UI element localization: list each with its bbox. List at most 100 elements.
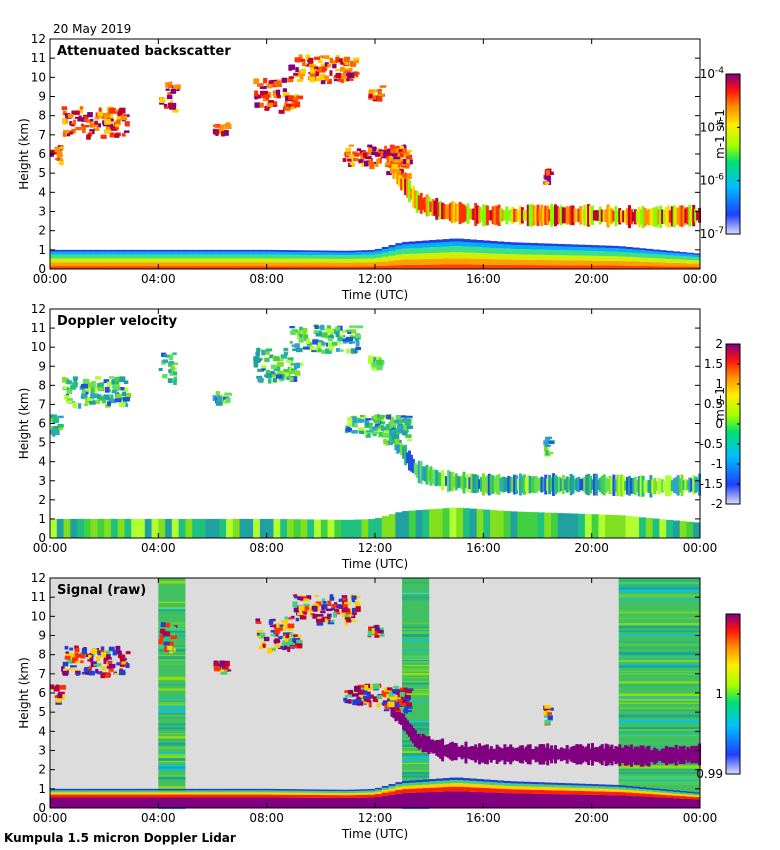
cloud-cell bbox=[159, 634, 164, 639]
boundary-layer-cell bbox=[273, 519, 281, 538]
cloud-layer-cell bbox=[583, 747, 587, 761]
boundary-layer-cell bbox=[286, 519, 295, 538]
boundary-layer-cell bbox=[652, 254, 660, 259]
boundary-layer-cell bbox=[375, 265, 383, 269]
y-tick-label: 1 bbox=[38, 512, 46, 526]
cloud-cell bbox=[373, 630, 377, 635]
cloud-cell bbox=[299, 74, 304, 80]
cloud-cell bbox=[62, 110, 67, 116]
boundary-layer-cell bbox=[632, 249, 640, 253]
boundary-layer-cell bbox=[571, 790, 579, 795]
cloud-layer-cell bbox=[400, 443, 404, 456]
cloud-cell bbox=[225, 669, 232, 672]
boundary-layer-cell bbox=[632, 257, 640, 262]
cloud-cell bbox=[50, 414, 58, 419]
boundary-layer-cell bbox=[212, 788, 220, 791]
cloud-layer-cell bbox=[561, 475, 565, 495]
boundary-layer-cell bbox=[442, 246, 450, 253]
cloud-cell bbox=[396, 699, 403, 705]
cloud-layer-cell bbox=[674, 207, 678, 226]
cloud-layer-cell bbox=[444, 744, 448, 757]
noise-streak bbox=[618, 658, 700, 660]
cloud-cell bbox=[344, 690, 349, 693]
cloud-cell bbox=[118, 654, 126, 659]
cloud-layer-cell bbox=[546, 743, 550, 766]
noise-streak bbox=[158, 601, 186, 604]
cloud-layer-cell bbox=[655, 749, 659, 763]
cloud-layer-cell bbox=[470, 473, 474, 494]
boundary-layer-cell bbox=[293, 794, 302, 798]
cloud-cell bbox=[390, 430, 396, 436]
cloud-cell bbox=[390, 158, 397, 162]
boundary-layer-cell bbox=[456, 791, 464, 808]
cloud-layer-cell bbox=[631, 749, 635, 763]
noise-streak bbox=[158, 738, 186, 741]
boundary-layer-cell bbox=[679, 252, 687, 254]
boundary-layer-cell bbox=[158, 254, 166, 259]
boundary-layer-cell bbox=[449, 791, 457, 808]
cloud-layer-cell bbox=[544, 747, 548, 761]
cloud-cell bbox=[383, 430, 390, 434]
cloud-cell bbox=[329, 596, 335, 601]
cloud-cell bbox=[275, 83, 282, 88]
cloud-cell bbox=[391, 153, 398, 157]
cloud-cell bbox=[66, 388, 73, 394]
cloud-cell bbox=[111, 391, 117, 394]
cloud-cell bbox=[85, 387, 91, 392]
y-tick-label: 5 bbox=[38, 705, 46, 719]
noise-streak bbox=[618, 630, 700, 633]
cloud-layer-cell bbox=[612, 474, 616, 497]
cloud-cell bbox=[283, 350, 289, 354]
boundary-layer-cell bbox=[564, 244, 572, 247]
noise-streak bbox=[158, 624, 186, 627]
cloud-cell bbox=[120, 115, 128, 121]
boundary-layer-cell bbox=[219, 258, 227, 263]
boundary-layer-cell bbox=[144, 254, 153, 259]
cloud-layer-cell bbox=[413, 730, 417, 747]
cloud-cell bbox=[75, 673, 80, 676]
boundary-layer-cell bbox=[56, 794, 65, 798]
cloud-cell bbox=[338, 598, 343, 602]
cloud-cell bbox=[91, 381, 96, 387]
noise-streak bbox=[402, 761, 430, 763]
boundary-layer-cell bbox=[205, 266, 213, 269]
cloud-layer-cell bbox=[555, 748, 559, 760]
cloud-cell bbox=[276, 627, 283, 630]
cloud-cell bbox=[377, 629, 384, 634]
boundary-layer-cell bbox=[178, 262, 186, 267]
cloud-cell bbox=[65, 113, 70, 119]
boundary-layer-cell bbox=[408, 782, 417, 786]
cloud-cell bbox=[114, 376, 120, 383]
boundary-layer-cell bbox=[239, 249, 247, 252]
boundary-layer-cell bbox=[571, 246, 579, 251]
boundary-layer-cell bbox=[266, 249, 274, 252]
cloud-layer-cell bbox=[478, 206, 482, 223]
boundary-layer-cell bbox=[246, 792, 254, 795]
boundary-layer-cell bbox=[314, 790, 322, 793]
cloud-layer-cell bbox=[462, 746, 466, 758]
boundary-layer-cell bbox=[286, 254, 295, 259]
boundary-layer-cell bbox=[246, 266, 254, 269]
boundary-layer-cell bbox=[523, 259, 532, 266]
noise-streak bbox=[618, 599, 700, 601]
boundary-layer-cell bbox=[476, 784, 484, 788]
boundary-layer-cell bbox=[510, 264, 518, 269]
boundary-layer-cell bbox=[77, 251, 85, 255]
boundary-layer-cell bbox=[232, 266, 241, 269]
cloud-cell bbox=[349, 325, 356, 328]
cloud-layer-cell bbox=[466, 203, 470, 224]
cloud-layer-cell bbox=[559, 478, 563, 491]
boundary-layer-cell bbox=[449, 241, 457, 247]
cloud-cell bbox=[105, 650, 111, 657]
cloud-cell bbox=[62, 661, 69, 667]
noise-streak bbox=[402, 659, 430, 662]
boundary-layer-cell bbox=[158, 258, 166, 263]
cloud-cell bbox=[355, 333, 361, 339]
cloud-layer-cell bbox=[409, 725, 413, 741]
boundary-layer-cell bbox=[226, 254, 234, 259]
cloud-cell bbox=[81, 389, 86, 395]
boundary-layer-cell bbox=[266, 254, 274, 259]
boundary-layer-cell bbox=[591, 794, 599, 808]
boundary-layer-cell bbox=[165, 266, 173, 269]
boundary-layer-cell bbox=[198, 788, 207, 791]
